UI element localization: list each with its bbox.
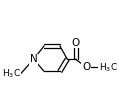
Text: H$_3$C: H$_3$C [2,67,21,80]
Text: H$_3$C: H$_3$C [99,61,118,74]
Text: O: O [72,38,80,48]
Text: N: N [30,54,37,64]
Text: O: O [82,62,90,72]
